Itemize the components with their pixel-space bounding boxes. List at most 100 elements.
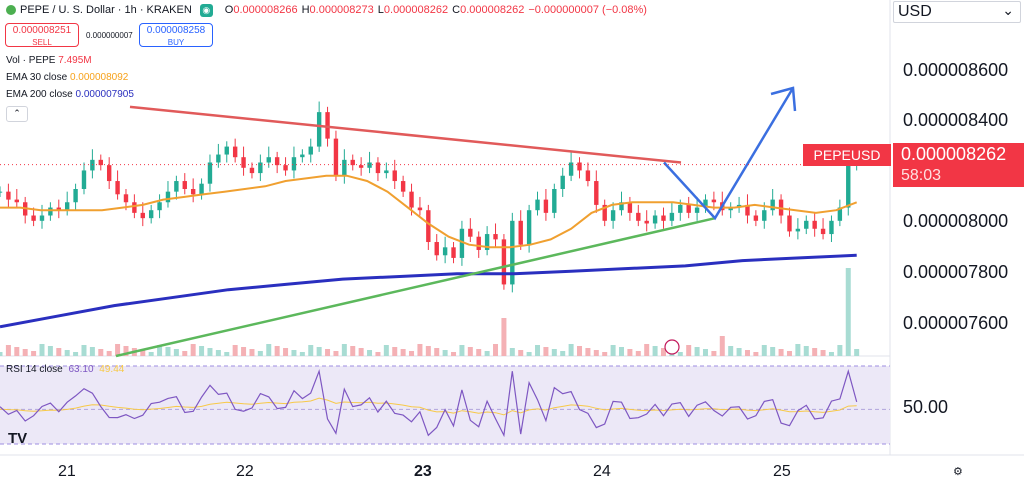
candle-body: [98, 159, 103, 166]
rsi-band: [0, 366, 890, 444]
currency-selector[interactable]: USD ⌄: [893, 1, 1021, 23]
tradingview-logo[interactable]: TV: [8, 430, 28, 447]
candle-body: [132, 202, 137, 213]
collapse-legend-button[interactable]: ⌃: [6, 106, 28, 122]
spread-value: 0.000000007: [86, 31, 133, 40]
volume-bar: [190, 344, 196, 356]
projection-path: [663, 87, 795, 221]
candle-body: [518, 220, 523, 245]
rsi-ma-value: 49.44: [99, 364, 125, 375]
candle-body: [274, 157, 280, 166]
candle-body: [342, 159, 347, 176]
volume-bar: [560, 351, 566, 356]
volume-legend[interactable]: Vol · PEPE 7.495M: [6, 55, 92, 66]
buy-button[interactable]: 0.000008258 BUY: [139, 23, 213, 47]
volume-bar: [123, 346, 129, 356]
candle-body: [140, 212, 145, 219]
candle-body: [795, 228, 801, 232]
x-tick: 24: [593, 463, 611, 480]
candle-body: [568, 162, 574, 176]
x-tick: 23: [414, 463, 432, 480]
volume-bar: [854, 349, 860, 356]
volume-bar: [719, 336, 725, 356]
sell-button[interactable]: 0.000008251 SELL: [5, 23, 79, 47]
volume-bar: [182, 351, 188, 356]
candle-body: [636, 212, 641, 221]
volume-bar: [224, 352, 230, 356]
volume-bar: [451, 352, 457, 356]
volume-bar: [795, 344, 801, 356]
volume-bar: [0, 352, 3, 356]
candle-body: [753, 215, 759, 221]
volume-bar: [207, 348, 213, 356]
volume-bar: [459, 345, 465, 356]
gear-icon[interactable]: ⚙: [953, 466, 963, 478]
bar-countdown: 58:03: [901, 167, 942, 184]
candle-body: [678, 204, 683, 213]
candle-body: [115, 181, 120, 195]
close-label: C: [452, 4, 461, 16]
volume-bar: [232, 345, 238, 356]
buy-label: BUY: [167, 38, 185, 47]
candle-body: [594, 181, 599, 205]
x-tick: 25: [773, 463, 791, 480]
volume-bar: [358, 348, 364, 356]
volume-bar: [325, 349, 331, 356]
candle-body: [224, 146, 229, 155]
candle-body: [560, 175, 565, 189]
candle-body: [316, 112, 322, 147]
volume-bar: [744, 350, 750, 356]
candle-body: [585, 170, 591, 182]
candle-body: [543, 199, 549, 213]
high-label: H: [301, 4, 310, 16]
volume-bar: [308, 345, 314, 356]
candle-body: [837, 207, 843, 221]
volume-bar: [509, 348, 515, 356]
volume-bar: [283, 348, 289, 356]
candle-body: [804, 220, 809, 229]
volume-bar: [812, 348, 818, 356]
chevron-down-icon: ⌄: [1002, 2, 1014, 18]
ema200-legend[interactable]: EMA 200 close 0.000007905: [6, 89, 134, 100]
volume-bar: [106, 351, 112, 356]
volume-bar: [476, 349, 482, 356]
market-open-icon: ◉: [199, 3, 213, 17]
candle-body: [846, 165, 851, 208]
volume-bar: [89, 347, 95, 356]
volume-bar: [652, 346, 658, 356]
candle-body: [787, 215, 792, 232]
candle-body: [770, 199, 775, 211]
volume-bar: [660, 348, 666, 356]
candle-body: [686, 204, 691, 213]
candle-body: [31, 215, 36, 221]
volume-bar: [350, 346, 356, 356]
candle-body: [610, 210, 616, 221]
volume-bar: [577, 346, 583, 356]
volume-bar: [73, 352, 79, 356]
ema30-legend[interactable]: EMA 30 close 0.000008092: [6, 72, 128, 83]
low-label: L: [377, 4, 384, 16]
candle-body: [762, 210, 767, 221]
symbol-logo-icon: [6, 5, 16, 15]
volume-bar: [266, 344, 272, 356]
rsi-value: 63.10: [68, 364, 94, 375]
candle-body: [812, 220, 817, 229]
candle-body: [367, 162, 372, 168]
last-price: 0.000008262: [901, 144, 1007, 164]
candle-body: [384, 170, 389, 174]
candle-body: [745, 204, 750, 216]
volume-bar: [803, 346, 809, 356]
candle-body: [451, 247, 456, 258]
candle-body: [165, 191, 171, 203]
volume-bar: [157, 345, 163, 356]
buy-price: 0.000008258: [146, 25, 206, 36]
rsi-y-tick: 50.00: [903, 397, 949, 417]
candle-body: [652, 215, 658, 224]
volume-bar: [409, 351, 415, 356]
volume-bar: [677, 352, 683, 356]
volume-bar: [98, 349, 104, 356]
symbol-title[interactable]: PEPE / U. S. Dollar · 1h · KRAKEN: [20, 4, 192, 16]
candle-body: [182, 181, 187, 189]
rsi-legend[interactable]: RSI 14 close 63.10 49.44: [6, 364, 124, 375]
